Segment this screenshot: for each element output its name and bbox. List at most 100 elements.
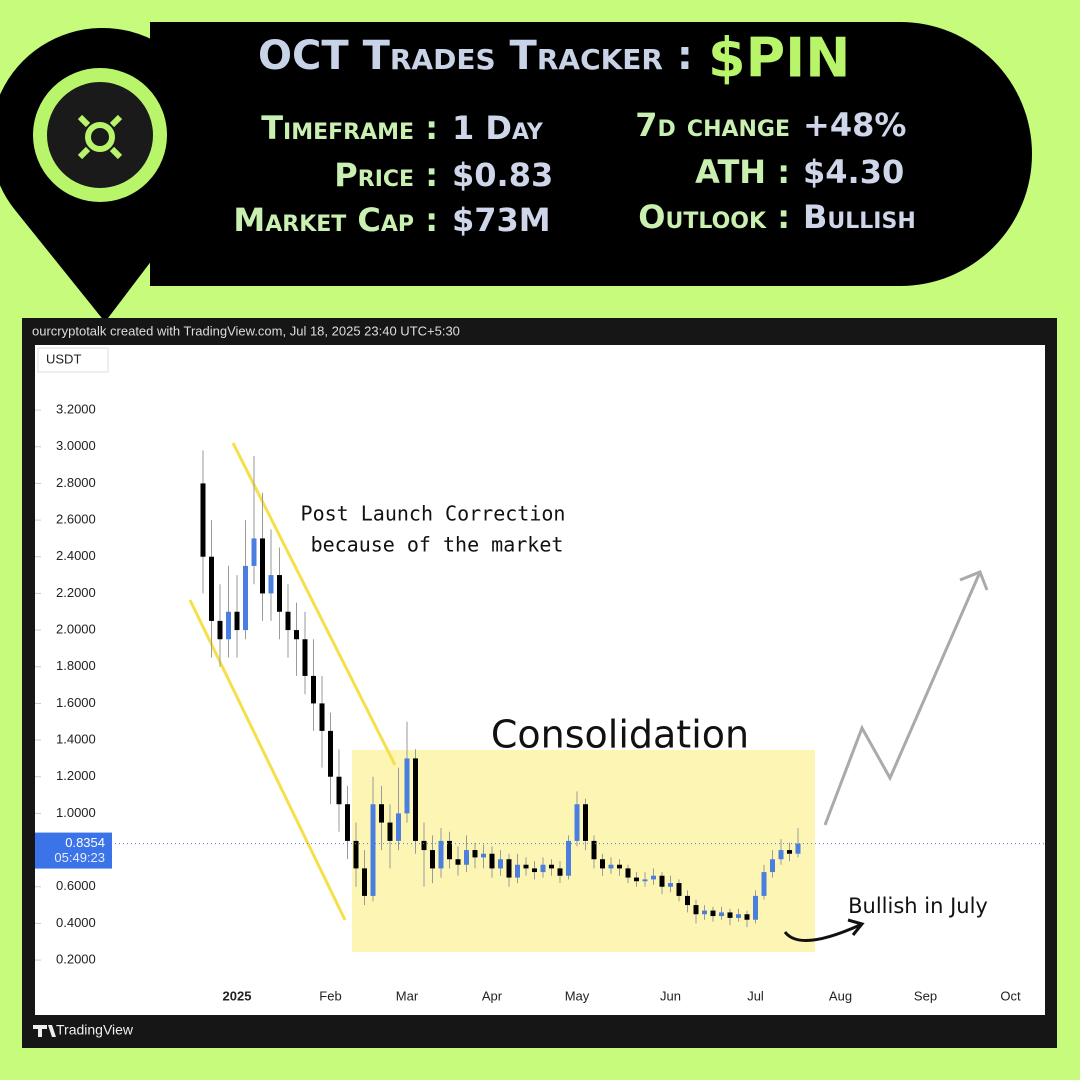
july-arrowhead (847, 918, 865, 936)
candle-body (583, 804, 588, 841)
x-tick-label: Aug (829, 988, 852, 1003)
annotation: Consolidation (491, 713, 749, 757)
candle-body (744, 914, 750, 920)
candle-body (328, 730, 333, 777)
candle-body (770, 859, 775, 873)
y-tick-label: 3.2000 (56, 402, 96, 417)
candle-body (506, 859, 512, 878)
annotation: because of the market (311, 533, 564, 557)
candle-body (421, 840, 427, 851)
candle-body (404, 758, 410, 814)
candle-body (668, 883, 673, 887)
y-tick-label: 1.8000 (56, 658, 96, 673)
candle-body (447, 840, 452, 860)
plot: 0.2000 0.4000 0.6000 1.0000 1.2000 1.4000 1.60… (35, 402, 1045, 1003)
candle-body (498, 859, 503, 869)
y-tick-label: 2.0000 (56, 622, 96, 637)
candle-body (277, 575, 282, 612)
pin-ring (33, 68, 167, 202)
candle-body (311, 675, 316, 704)
candle-body (438, 840, 444, 869)
candle-body (370, 804, 376, 896)
stat-label: Timeframe : (261, 109, 438, 147)
candle-body (634, 877, 639, 882)
candle-body (430, 850, 435, 869)
candle-body (336, 776, 342, 805)
stat-value: 1 Day (452, 109, 544, 147)
watermark: ourcryptotalk created with TradingView.c… (32, 323, 460, 338)
stat-value: $4.30 (803, 153, 904, 191)
x-tick-label: Jul (747, 988, 764, 1003)
candle-body (234, 611, 240, 631)
candle-body (625, 868, 631, 878)
candle-body (532, 868, 537, 873)
stat-value: $0.83 (452, 156, 553, 194)
candle-body (651, 875, 656, 880)
candle-body (362, 868, 367, 896)
candle-body (251, 538, 257, 566)
candle-body (795, 843, 801, 854)
stat-label: Price : (334, 156, 438, 194)
y-tick-label: 3.0000 (56, 438, 96, 453)
candle-body (608, 864, 614, 869)
candle-body (268, 575, 274, 594)
y-tick-label: 2.6000 (56, 512, 96, 527)
stats: Timeframe : 1 Day Price : $0.83 Market Cap :… (233, 106, 915, 239)
candle-body (481, 853, 486, 858)
candle-body (787, 850, 792, 854)
candle-body (761, 872, 767, 896)
stat-label: Market Cap : (233, 201, 438, 239)
brand: TradingView (56, 1022, 134, 1038)
candle-body (685, 895, 690, 906)
candle-body (549, 864, 554, 869)
july-arrow (783, 923, 861, 942)
consolidation-zone (352, 750, 815, 952)
candle-body (642, 879, 648, 882)
candle-body (540, 864, 546, 873)
currency-box (37, 347, 109, 373)
y-tick-label: 1.6000 (56, 695, 96, 710)
candle-body (464, 850, 469, 865)
candle-body (413, 758, 418, 841)
candle-body (209, 556, 214, 621)
brand-logo (33, 1025, 56, 1037)
stat-value: $73M (452, 201, 551, 239)
candle-body (566, 840, 571, 876)
candle-body (345, 804, 350, 841)
stat-value: Bullish (803, 198, 916, 236)
pin-icon (77, 114, 123, 160)
header-title: OCT Trades Tracker : (258, 33, 693, 79)
candle-body (226, 611, 231, 640)
annotation: Post Launch Correction (301, 502, 566, 526)
countdown: 05:49:23 (54, 850, 105, 865)
candle-body (319, 703, 325, 731)
candle-body (778, 850, 784, 860)
candle-body (702, 910, 707, 915)
y-tick-label: 2.4000 (56, 548, 96, 563)
y-tick-label: 0.4000 (56, 915, 96, 930)
header-ticker: $PIN (708, 27, 850, 90)
candle-body (285, 611, 291, 631)
candle-body (260, 538, 265, 594)
candle-body (753, 895, 758, 920)
x-tick-label: Mar (396, 988, 419, 1003)
y-tick-label: 0.6000 (56, 878, 96, 893)
candle-body (659, 875, 665, 887)
candle-body (574, 804, 580, 841)
y-tick-label: 1.2000 (56, 768, 96, 783)
x-tick-label: Feb (319, 988, 341, 1003)
candle-body (294, 630, 299, 640)
stat-value: +48% (803, 106, 906, 144)
candle-body (591, 840, 597, 860)
stat-label: 7d change (635, 106, 790, 144)
candle-body (617, 864, 622, 869)
x-tick-label: May (565, 988, 590, 1003)
candle-body (693, 905, 699, 915)
candle-body (676, 883, 682, 896)
candle-body (302, 639, 308, 676)
candle-body (557, 868, 563, 876)
y-tick-label: 0.2000 (56, 952, 96, 967)
y-tick-label: 1.0000 (56, 805, 96, 820)
y-tick-label: 1.4000 (56, 732, 96, 747)
